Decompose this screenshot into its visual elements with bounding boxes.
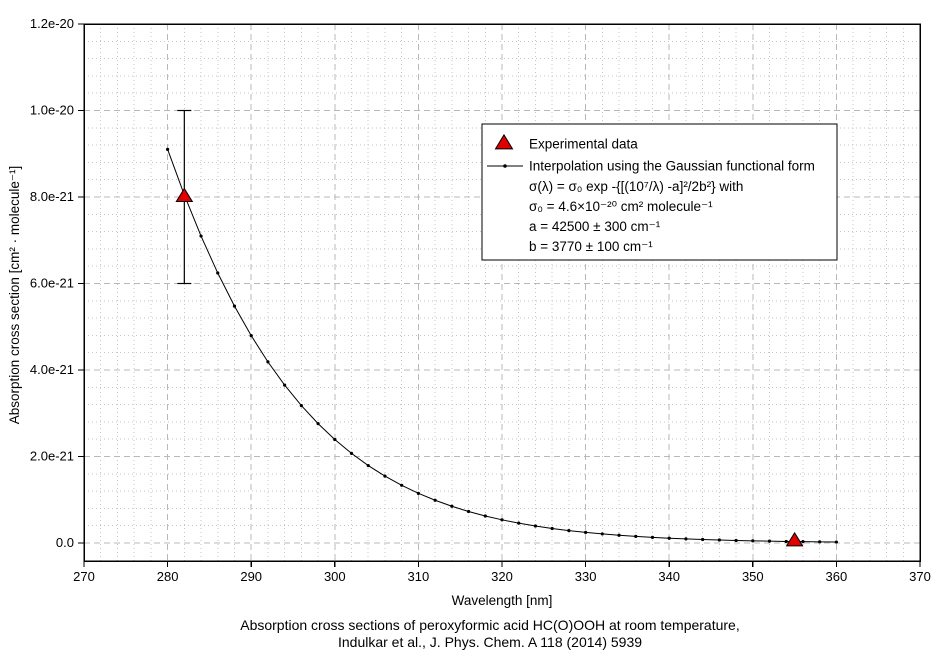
curve-point [734, 538, 738, 543]
experimental-markers [175, 187, 804, 547]
curve-point [684, 537, 688, 541]
figure-caption: Absorption cross sections of peroxyformi… [0, 617, 942, 651]
legend-line-dot-icon [503, 164, 507, 168]
curve-point [333, 437, 337, 442]
curve-point [216, 271, 220, 275]
curve-point [166, 147, 170, 151]
y-tick-label: 1.2e-20 [30, 16, 74, 31]
x-tick-label: 300 [324, 569, 346, 584]
curve-point [667, 536, 671, 540]
experimental-triangle [175, 187, 194, 203]
curve-point [834, 540, 839, 544]
curve-point [818, 540, 822, 544]
x-tick-label: 350 [742, 569, 764, 584]
curve-point [533, 524, 538, 528]
curve-point [784, 539, 788, 544]
legend: Experimental data Interpolation using the… [481, 123, 838, 261]
x-tick-label: 370 [909, 569, 931, 584]
curve-point [400, 483, 404, 487]
x-tick-label: 330 [575, 569, 597, 584]
x-tick-label: 280 [157, 569, 179, 584]
curve-point [383, 474, 387, 478]
legend-formula-line: a = 42500 ± 300 cm⁻¹ [529, 219, 661, 234]
grid-major [84, 24, 920, 561]
y-tick-label: 6.0e-21 [30, 276, 74, 291]
curve-point [366, 463, 370, 468]
curve-point [450, 504, 454, 508]
x-tick-label: 360 [826, 569, 848, 584]
y-axis-title: Absorption cross section [cm² · molecule… [7, 166, 22, 424]
legend-label-experimental: Experimental data [529, 137, 638, 152]
x-tick-label: 270 [73, 569, 95, 584]
curve-point [567, 528, 571, 533]
legend-label-interpolation: Interpolation using the Gaussian functio… [529, 159, 815, 174]
x-tick-label: 290 [240, 569, 262, 584]
curve-point [266, 360, 270, 364]
curve-point-markers [166, 147, 839, 544]
x-tick-label: 340 [658, 569, 680, 584]
curve-point [466, 509, 471, 514]
curve-point [316, 422, 320, 426]
legend-formula-line: b = 3770 ± 100 cm⁻¹ [529, 239, 653, 254]
axis-ticks [78, 23, 921, 567]
curve-point [249, 334, 253, 338]
curve-point [349, 451, 354, 455]
absorption-cross-section-plot: 270 280 290 300 310 320 330 340 350 360 370 0.0 2.0e… [7, 16, 931, 608]
tick-labels: 270 280 290 300 310 320 330 340 350 360 370 0.0 2.0e… [30, 16, 931, 584]
curve-point [550, 526, 554, 531]
caption-line-2: Indulkar et al., J. Phys. Chem. A 118 (2… [337, 634, 643, 650]
curve-point [283, 383, 287, 387]
y-tick-label: 2.0e-21 [30, 449, 74, 464]
curve-point [584, 530, 588, 535]
curve-point [801, 540, 805, 544]
curve-point [232, 304, 237, 308]
curve-point [650, 535, 655, 539]
legend-box [481, 123, 838, 261]
curve-point [701, 537, 705, 542]
curve-point [634, 534, 638, 538]
y-tick-label: 4.0e-21 [30, 362, 74, 377]
curve-point [751, 539, 755, 543]
experimental-triangle [785, 531, 804, 547]
y-tick-label: 1.0e-20 [30, 103, 74, 118]
curve-point [433, 498, 437, 502]
curve-point [483, 514, 487, 518]
legend-triangle-icon [494, 133, 514, 150]
legend-formula-line: σ₀ = 4.6×10⁻²⁰ cm² molecule⁻¹ [529, 199, 713, 214]
curve-point [600, 532, 604, 536]
curve-point [299, 403, 303, 408]
curve-point [199, 234, 203, 238]
caption-line-1: Absorption cross sections of peroxyformi… [240, 617, 740, 633]
curve-point [617, 533, 621, 537]
x-tick-label: 320 [491, 569, 513, 584]
curve-point [517, 521, 521, 525]
curve-point [717, 538, 721, 542]
curve-point [500, 518, 504, 522]
curve-point [416, 491, 420, 495]
y-tick-label: 0.0 [56, 535, 74, 550]
curve-point [767, 539, 772, 543]
y-tick-label: 8.0e-21 [30, 189, 74, 204]
x-axis-title: Wavelength [nm] [452, 593, 553, 608]
x-tick-label: 310 [408, 569, 430, 584]
legend-formula-line: σ(λ) = σ₀ exp -{[(10⁷/λ) -a]²/2b²} with [529, 179, 743, 194]
